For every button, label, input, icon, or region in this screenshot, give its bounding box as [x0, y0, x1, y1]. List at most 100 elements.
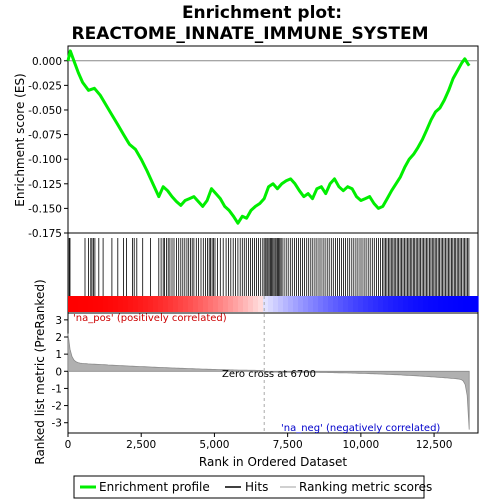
band-segment [393, 296, 399, 312]
es-y-tick-label: -0.100 [28, 154, 62, 166]
band-segment [183, 296, 189, 312]
band-segment [323, 296, 329, 312]
band-segment [93, 296, 99, 312]
rank-y-tick-label: -3 [52, 418, 62, 430]
band-segment [118, 296, 124, 312]
zero-cross-label: Zero cross at 6700 [222, 369, 316, 380]
band-segment [243, 296, 249, 312]
es-panel-frame [67, 45, 479, 234]
rank-y-axis-label: Ranked list metric (PreRanked) [33, 279, 47, 464]
band-segment [293, 296, 299, 312]
x-axis-label: Rank in Ordered Dataset [199, 455, 347, 469]
band-segment [78, 296, 84, 312]
band-segment [353, 296, 359, 312]
band-segment [108, 296, 114, 312]
band-segment [333, 296, 339, 312]
es-y-axis: 0.000 -0.025 -0.050 -0.075 -0.100 -0.125 -0.15… [28, 56, 68, 240]
rank-y-axis: 3 2 1 0 -1 -2 -3 [52, 315, 68, 430]
band-segment [463, 296, 469, 312]
band-segment [263, 296, 269, 312]
band-segment [68, 296, 74, 312]
band-segment [73, 296, 79, 312]
x-tick-label: 10,000 [342, 439, 379, 451]
band-segment [128, 296, 134, 312]
es-y-tick-label: -0.150 [28, 203, 62, 215]
band-segment [473, 296, 479, 312]
band-segment [288, 296, 294, 312]
band-segment [233, 296, 239, 312]
band-segment [163, 296, 169, 312]
ranking-metric-area [67, 333, 470, 430]
band-segment [328, 296, 334, 312]
band-segment [343, 296, 349, 312]
band-segment [168, 296, 174, 312]
band-segment [378, 296, 384, 312]
band-segment [348, 296, 354, 312]
band-segment [138, 296, 144, 312]
rank-y-tick-label: -2 [52, 401, 62, 413]
es-y-tick-label: -0.125 [28, 179, 62, 191]
band-segment [403, 296, 409, 312]
band-segment [438, 296, 444, 312]
chart-title-line2: REACTOME_INNATE_IMMUNE_SYSTEM [72, 24, 429, 44]
band-segment [468, 296, 474, 312]
legend-metric-label: Ranking metric scores [299, 480, 432, 494]
legend [73, 475, 425, 499]
band-segment [428, 296, 434, 312]
x-tick-label: 12,500 [416, 439, 453, 451]
band-segment [388, 296, 394, 312]
band-segment [283, 296, 289, 312]
band-segment [223, 296, 229, 312]
band-segment [178, 296, 184, 312]
band-segment [423, 296, 429, 312]
band-segment [318, 296, 324, 312]
band-segment [398, 296, 404, 312]
x-tick-label: 2,500 [126, 439, 156, 451]
band-segment [103, 296, 109, 312]
es-y-tick-label: 0.000 [32, 56, 62, 68]
band-segment [458, 296, 464, 312]
band-segment [148, 296, 154, 312]
chart-title-line1: Enrichment plot: [182, 3, 342, 23]
band-segment [158, 296, 164, 312]
rank-y-tick-label: 0 [55, 366, 62, 378]
band-segment [88, 296, 94, 312]
band-segment [363, 296, 369, 312]
band-segment [113, 296, 119, 312]
band-segment [308, 296, 314, 312]
band-segment [268, 296, 274, 312]
band-segment [253, 296, 259, 312]
band-segment [338, 296, 344, 312]
band-segment [443, 296, 449, 312]
band-segment [203, 296, 209, 312]
band-segment [408, 296, 414, 312]
x-axis: 0 2,500 5,000 7,500 10,000 12,500 [65, 433, 453, 451]
enrichment-profile-line [66, 49, 471, 225]
band-segment [298, 296, 304, 312]
rank-y-tick-label: 3 [55, 315, 62, 327]
band-segment [258, 296, 264, 312]
band-segment [278, 296, 284, 312]
band-segment [143, 296, 149, 312]
band-segment [83, 296, 89, 312]
rank-y-tick-label: -1 [52, 383, 62, 395]
legend-hits-label: Hits [245, 480, 268, 494]
band-segment [303, 296, 309, 312]
rank-y-tick-label: 2 [55, 332, 62, 344]
es-y-tick-label: -0.075 [28, 130, 62, 142]
x-tick-label: 5,000 [199, 439, 229, 451]
es-y-tick-label: -0.025 [28, 80, 62, 92]
band-segment [123, 296, 129, 312]
band-segment [188, 296, 194, 312]
band-segment [218, 296, 224, 312]
band-segment [368, 296, 374, 312]
rank-color-band [68, 296, 479, 312]
es-y-tick-label: -0.050 [28, 105, 62, 117]
band-segment [273, 296, 279, 312]
band-segment [313, 296, 319, 312]
band-segment [153, 296, 159, 312]
band-segment [173, 296, 179, 312]
x-tick-label: 7,500 [273, 439, 303, 451]
es-y-tick-label: -0.175 [28, 228, 62, 240]
